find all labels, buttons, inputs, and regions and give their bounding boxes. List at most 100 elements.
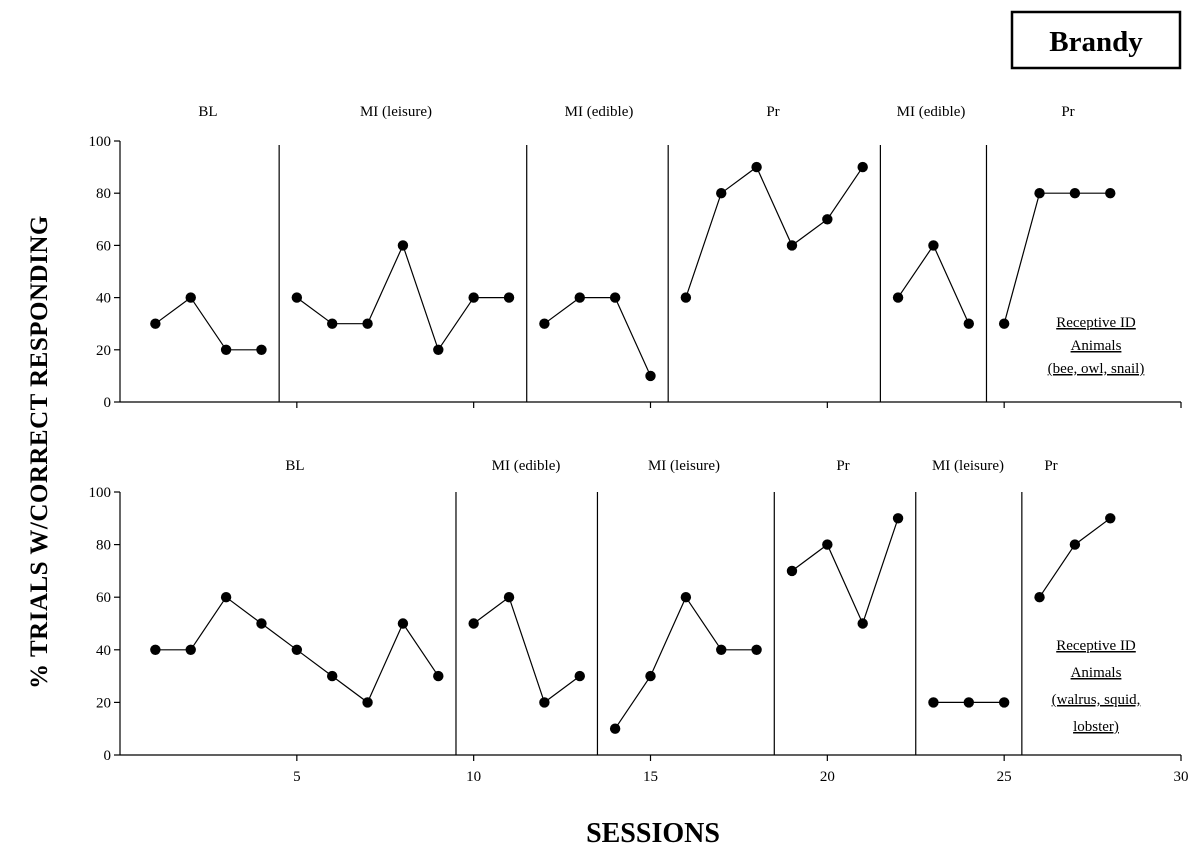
y-tick-label: 80 bbox=[96, 186, 111, 202]
data-point bbox=[362, 318, 373, 329]
data-point bbox=[256, 618, 267, 629]
annotation-line: Receptive ID bbox=[1056, 315, 1136, 331]
data-point bbox=[574, 670, 585, 682]
data-point bbox=[998, 318, 1010, 329]
x-tick-label: 10 bbox=[466, 769, 481, 785]
data-point bbox=[256, 344, 267, 355]
y-axis-title: % TRIALS W/CORRECT RESPONDING bbox=[26, 215, 53, 689]
y-tick-label: 100 bbox=[89, 134, 112, 150]
data-point bbox=[150, 318, 161, 329]
annotation-line: (bee, owl, snail) bbox=[1048, 361, 1145, 377]
data-point bbox=[362, 697, 373, 708]
data-point bbox=[822, 214, 833, 225]
data-point bbox=[928, 240, 939, 251]
data-point bbox=[680, 592, 692, 603]
data-point bbox=[645, 670, 656, 682]
data-point bbox=[751, 644, 762, 655]
data-point bbox=[327, 318, 338, 329]
data-point bbox=[1105, 188, 1116, 199]
data-point bbox=[716, 644, 727, 655]
bottom-panel: 0 20 40 60 80 100 5 10 15 20 25 30 BL MI (edible) MI (… bbox=[89, 458, 1189, 785]
data-point bbox=[503, 292, 515, 303]
data-point bbox=[751, 161, 762, 173]
phase-label: BL bbox=[198, 104, 217, 120]
y-tick-label: 80 bbox=[96, 538, 111, 554]
series-line-segment bbox=[791, 518, 899, 626]
y-tick-label: 20 bbox=[96, 695, 111, 711]
data-point bbox=[1034, 188, 1045, 199]
series-line-segment bbox=[685, 166, 864, 298]
phase-label: MI (leisure) bbox=[648, 458, 720, 474]
phase-label: MI (leisure) bbox=[360, 104, 432, 120]
data-point bbox=[433, 670, 444, 682]
data-point bbox=[1069, 539, 1081, 550]
data-point bbox=[574, 292, 585, 303]
data-point bbox=[963, 318, 974, 329]
y-tick-label: 0 bbox=[104, 395, 112, 411]
data-point bbox=[185, 644, 196, 655]
data-point bbox=[892, 513, 904, 524]
series-line-segment bbox=[544, 297, 652, 377]
y-tick-label: 0 bbox=[104, 748, 112, 764]
data-point bbox=[786, 565, 798, 577]
data-point bbox=[468, 618, 479, 629]
data-point bbox=[1069, 188, 1081, 199]
series-line-segment bbox=[1003, 192, 1111, 324]
x-tick-label: 30 bbox=[1174, 769, 1189, 785]
data-point bbox=[291, 644, 303, 655]
y-tick-label: 40 bbox=[96, 643, 111, 659]
phase-label: MI (edible) bbox=[565, 104, 634, 120]
data-point bbox=[786, 240, 798, 251]
data-point bbox=[928, 697, 939, 708]
data-point bbox=[857, 161, 868, 173]
data-point bbox=[680, 292, 692, 303]
data-point bbox=[539, 697, 550, 708]
phase-label: Pr bbox=[1044, 458, 1057, 474]
data-point bbox=[220, 344, 232, 355]
x-tick-label: 25 bbox=[997, 769, 1012, 785]
phase-label: BL bbox=[285, 458, 304, 474]
phase-label: Pr bbox=[836, 458, 849, 474]
data-point bbox=[1105, 513, 1116, 524]
phase-label: MI (edible) bbox=[492, 458, 561, 474]
x-axis-title: SESSIONS bbox=[586, 818, 720, 849]
series-line-segment bbox=[473, 596, 581, 704]
x-tick-label: 20 bbox=[820, 769, 835, 785]
data-point bbox=[503, 592, 515, 603]
series-line-segment bbox=[1039, 517, 1111, 598]
annotation-line: Animals bbox=[1071, 338, 1122, 354]
data-point bbox=[892, 292, 904, 303]
y-tick-label: 20 bbox=[96, 343, 111, 359]
badge-box bbox=[1010, 10, 1182, 70]
x-tick-label: 15 bbox=[643, 769, 658, 785]
y-tick-label: 100 bbox=[89, 485, 112, 501]
annotation-line: (walrus, squid, bbox=[1052, 692, 1141, 708]
series-line-segment bbox=[614, 595, 757, 730]
data-point bbox=[539, 318, 550, 329]
data-point bbox=[609, 292, 621, 303]
y-tick-label: 40 bbox=[96, 291, 111, 307]
phase-label: Pr bbox=[1061, 104, 1074, 120]
data-point bbox=[433, 344, 444, 355]
data-point bbox=[150, 644, 161, 655]
data-point bbox=[397, 618, 409, 629]
phase-label: Pr bbox=[766, 104, 779, 120]
data-point bbox=[857, 618, 868, 629]
series-line-segment bbox=[897, 244, 970, 324]
phase-label: MI (edible) bbox=[897, 104, 966, 120]
top-panel: 0 20 40 60 80 100 BL MI (leisure) MI (edible) Pr M… bbox=[89, 104, 1182, 411]
data-point bbox=[822, 539, 833, 550]
data-point bbox=[397, 240, 409, 251]
phase-label: MI (leisure) bbox=[932, 458, 1004, 474]
data-point bbox=[1034, 592, 1045, 603]
y-tick-label: 60 bbox=[96, 238, 111, 254]
badge-label: Brandy bbox=[1049, 26, 1143, 58]
data-point bbox=[291, 292, 303, 303]
data-point bbox=[609, 723, 621, 734]
x-tick-label: 5 bbox=[293, 769, 301, 785]
data-point bbox=[468, 292, 479, 303]
annotation-line: Animals bbox=[1071, 665, 1122, 681]
data-point bbox=[185, 292, 196, 303]
